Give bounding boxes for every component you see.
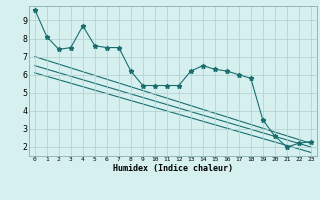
X-axis label: Humidex (Indice chaleur): Humidex (Indice chaleur) [113, 164, 233, 173]
